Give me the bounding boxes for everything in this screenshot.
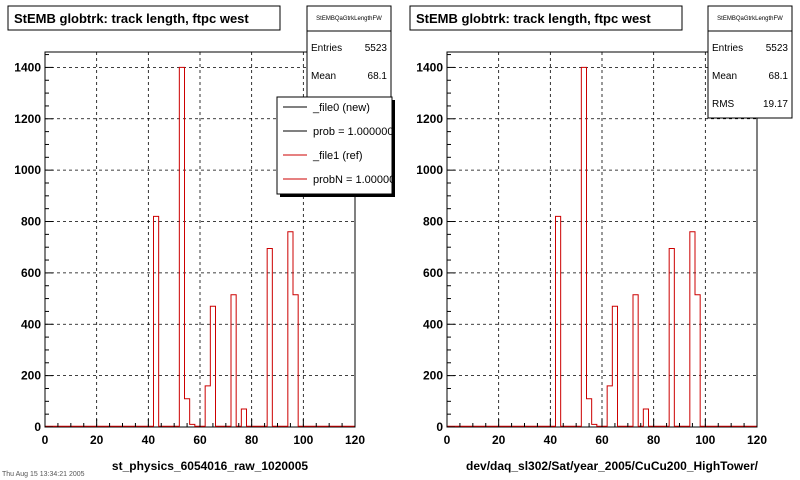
x-tick-label: 0 bbox=[444, 433, 451, 447]
x-axis-label: st_physics_6054016_raw_1020005 bbox=[112, 459, 308, 473]
legend-box bbox=[276, 96, 393, 195]
stats-label: Entries bbox=[712, 43, 743, 54]
y-tick-label: 800 bbox=[21, 215, 41, 229]
legend-label: prob = 1.000000 bbox=[313, 126, 393, 138]
legend-label: probN = 1.000000 bbox=[313, 174, 401, 186]
y-tick-label: 600 bbox=[423, 266, 443, 280]
chart-title: StEMB globtrk: track length, ftpc west bbox=[14, 11, 249, 26]
stats-name: StEMBQaGtrkLengthFW bbox=[316, 16, 382, 22]
stats-value: 19.17 bbox=[763, 99, 788, 110]
y-tick-label: 400 bbox=[423, 317, 443, 331]
y-tick-label: 600 bbox=[21, 266, 41, 280]
title-box bbox=[7, 5, 281, 31]
y-tick-label: 1200 bbox=[416, 112, 443, 126]
y-tick-label: 200 bbox=[423, 369, 443, 383]
stats-box bbox=[707, 5, 793, 119]
x-tick-label: 0 bbox=[42, 433, 49, 447]
stats-name: StEMBQaGtrkLengthFW bbox=[717, 16, 783, 22]
x-tick-label: 20 bbox=[90, 433, 104, 447]
x-tick-label: 100 bbox=[695, 433, 715, 447]
y-tick-label: 400 bbox=[21, 317, 41, 331]
x-tick-label: 80 bbox=[245, 433, 259, 447]
stats-box bbox=[306, 5, 392, 105]
stats-value: 5523 bbox=[766, 43, 789, 54]
footer-timestamp: Thu Aug 15 13:34:21 2005 bbox=[2, 471, 85, 478]
y-tick-label: 1400 bbox=[416, 60, 443, 74]
histogram-panel-1: 0 20 40 60 80 100 1200200400600800100012001400… bbox=[7, 5, 401, 473]
x-tick-label: 80 bbox=[647, 433, 661, 447]
stats-label: Mean bbox=[712, 71, 737, 82]
stats-value: 5523 bbox=[365, 43, 388, 54]
x-tick-label: 120 bbox=[747, 433, 767, 447]
y-tick-label: 1000 bbox=[416, 163, 443, 177]
stats-value: 68.1 bbox=[769, 71, 789, 82]
x-tick-label: 40 bbox=[544, 433, 558, 447]
stats-value: 68.1 bbox=[368, 71, 388, 82]
title-box bbox=[409, 5, 683, 31]
legend-label: _file1 (ref) bbox=[312, 150, 363, 162]
y-tick-label: 0 bbox=[34, 420, 41, 434]
y-tick-label: 800 bbox=[423, 215, 443, 229]
y-tick-label: 1400 bbox=[14, 60, 41, 74]
x-tick-label: 100 bbox=[293, 433, 313, 447]
y-tick-label: 0 bbox=[436, 420, 443, 434]
stats-label: RMS bbox=[712, 99, 735, 110]
y-tick-label: 1000 bbox=[14, 163, 41, 177]
x-tick-label: 60 bbox=[595, 433, 609, 447]
chart-title: StEMB globtrk: track length, ftpc west bbox=[416, 11, 651, 26]
x-axis-label: dev/daq_sl302/Sat/year_2005/CuCu200_High… bbox=[466, 459, 759, 473]
x-tick-label: 40 bbox=[142, 433, 156, 447]
histogram-panel-2: 0 20 40 60 80 100 1200200400600800100012001400… bbox=[409, 5, 793, 473]
stats-label: Entries bbox=[311, 43, 342, 54]
x-tick-label: 60 bbox=[193, 433, 207, 447]
y-tick-label: 200 bbox=[21, 369, 41, 383]
legend-label: _file0 (new) bbox=[312, 102, 370, 114]
stats-label: Mean bbox=[311, 71, 336, 82]
x-tick-label: 20 bbox=[492, 433, 506, 447]
y-tick-label: 1200 bbox=[14, 112, 41, 126]
x-tick-label: 120 bbox=[345, 433, 365, 447]
legend-entries: _file0 (new) prob = 1.000000 _file1 (ref) p… bbox=[283, 102, 401, 186]
